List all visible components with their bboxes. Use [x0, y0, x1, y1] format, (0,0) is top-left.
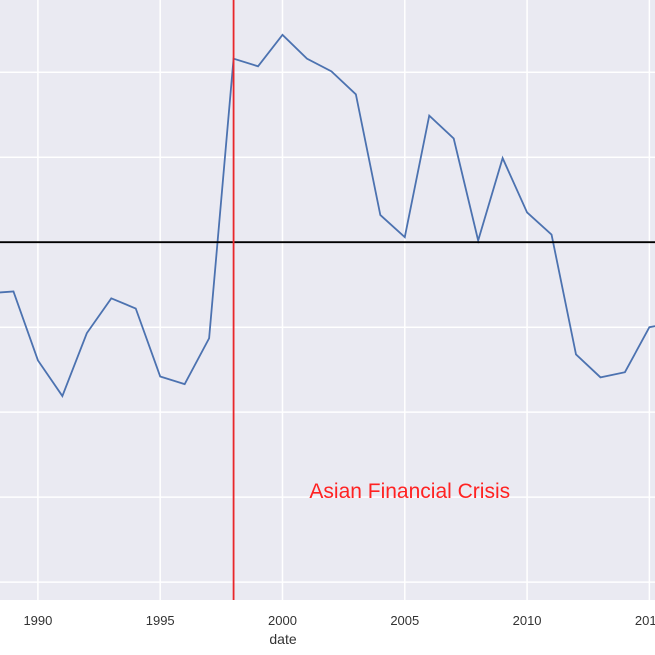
x-tick-label: 2005: [390, 613, 419, 628]
plot-background: [0, 0, 655, 600]
x-tick-label: 2010: [513, 613, 542, 628]
x-tick-label: 1990: [23, 613, 52, 628]
x-tick-labels: 1990 1995 2000 2005 2010 2015: [23, 613, 655, 628]
x-tick-label: 2000: [268, 613, 297, 628]
x-tick-label: 1995: [146, 613, 175, 628]
annotation-asian-financial-crisis: Asian Financial Crisis: [309, 480, 510, 503]
series-line: [0, 33, 655, 398]
x-tick-label: 2015: [635, 613, 655, 628]
x-axis-label: date: [269, 631, 296, 647]
